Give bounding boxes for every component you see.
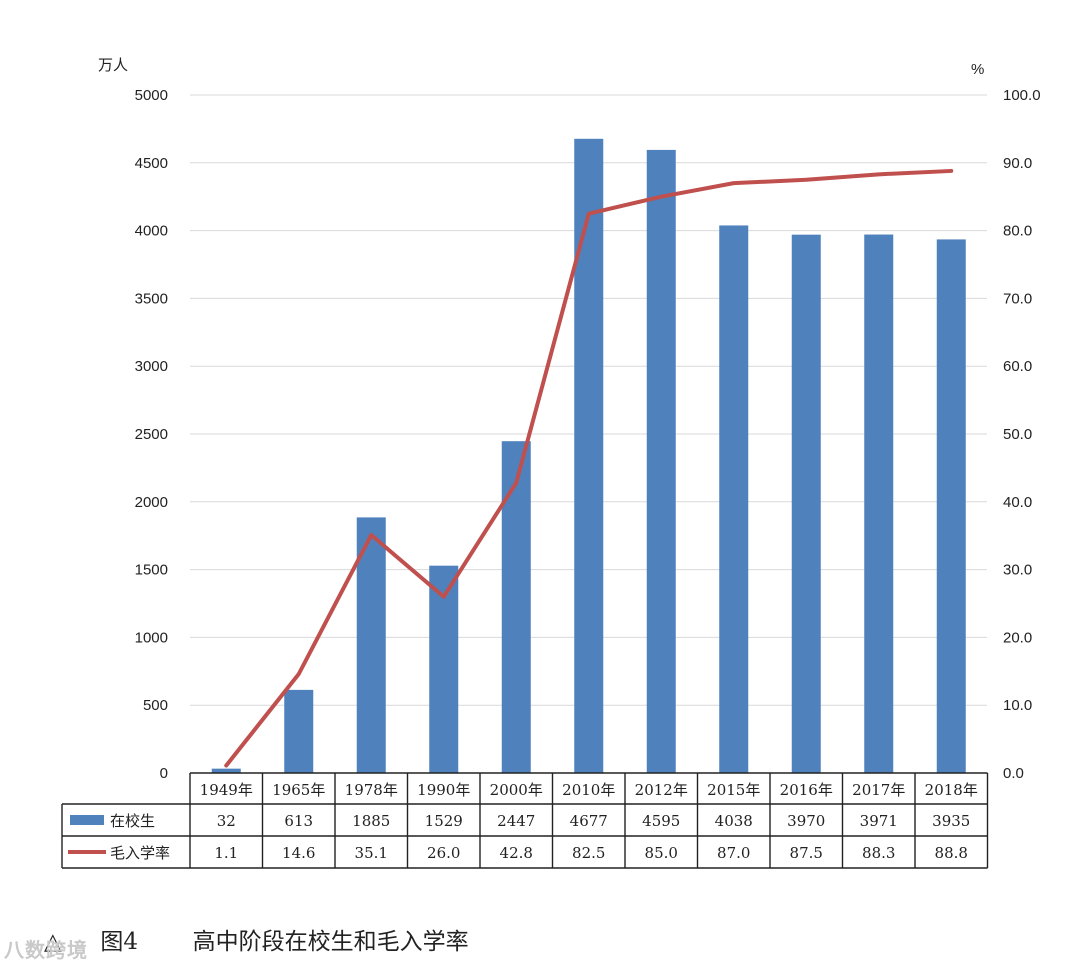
category-label: 2015年 <box>707 781 760 799</box>
bar <box>356 517 386 773</box>
left-tick-label: 5000 <box>135 87 168 104</box>
left-tick-label: 0 <box>160 765 168 782</box>
data-label: 2447 <box>497 812 535 830</box>
right-tick-label: 20.0 <box>1003 629 1032 646</box>
bar-series <box>211 138 966 774</box>
data-label: 82.5 <box>572 844 605 862</box>
data-label: 613 <box>284 812 313 830</box>
category-label: 2012年 <box>635 781 688 799</box>
data-label: 1529 <box>425 812 463 830</box>
right-axis-unit: % <box>971 61 984 78</box>
data-label: 1.1 <box>214 844 238 862</box>
data-label: 26.0 <box>427 844 460 862</box>
data-label: 87.0 <box>717 844 750 862</box>
bar <box>574 138 604 773</box>
left-tick-label: 3500 <box>135 290 168 307</box>
category-label: 2010年 <box>562 781 615 799</box>
right-tick-label: 60.0 <box>1003 358 1032 375</box>
left-tick-label: 1500 <box>135 562 168 579</box>
data-label: 88.3 <box>862 844 895 862</box>
right-tick-label: 0.0 <box>1003 765 1024 782</box>
left-tick-label: 2500 <box>135 426 168 443</box>
bar <box>284 689 314 773</box>
left-tick-label: 4000 <box>135 223 168 240</box>
data-table: 1949年 1965年 1978年 1990年 2000年 2010年 2012年 2015年… <box>61 772 989 869</box>
right-tick-label: 90.0 <box>1003 155 1032 172</box>
right-tick-label: 100.0 <box>1003 87 1041 104</box>
data-label: 4677 <box>570 812 608 830</box>
data-label: 3935 <box>932 812 970 830</box>
legend-swatch-bar <box>70 815 104 825</box>
bar <box>429 565 459 773</box>
category-label: 1965年 <box>272 781 325 799</box>
data-label: 14.6 <box>282 844 315 862</box>
legend-label: 毛入学率 <box>110 844 170 862</box>
right-tick-label: 10.0 <box>1003 697 1032 714</box>
bar <box>936 239 966 773</box>
right-tick-label: 30.0 <box>1003 562 1032 579</box>
data-label: 4595 <box>642 812 680 830</box>
right-axis: 100.0 90.0 80.0 70.0 60.0 50.0 40.0 30.0 20.0 10.… <box>1003 87 1041 782</box>
bar <box>719 225 749 773</box>
left-tick-label: 2000 <box>135 494 168 511</box>
category-label: 2016年 <box>780 781 833 799</box>
left-tick-label: 3000 <box>135 358 168 375</box>
figure-caption: △ 图4 高中阶段在校生和毛入学率 <box>44 922 469 956</box>
line-series <box>224 168 954 768</box>
data-label: 35.1 <box>355 844 388 862</box>
bar <box>501 441 531 773</box>
category-label: 2017年 <box>852 781 905 799</box>
bar <box>864 234 894 773</box>
category-label: 1949年 <box>200 781 253 799</box>
data-label: 85.0 <box>645 844 678 862</box>
right-tick-label: 80.0 <box>1003 223 1032 240</box>
category-label: 1978年 <box>345 781 398 799</box>
caption-figure-number: 图4 <box>100 929 138 955</box>
left-axis-unit: 万人 <box>98 57 128 74</box>
bar <box>646 149 676 774</box>
category-label: 2018年 <box>925 781 978 799</box>
data-label: 88.8 <box>935 844 968 862</box>
bar <box>211 768 241 773</box>
data-label: 42.8 <box>500 844 533 862</box>
bar <box>791 234 821 774</box>
caption-symbol: △ <box>44 929 62 955</box>
left-tick-label: 1000 <box>135 629 168 646</box>
right-tick-label: 70.0 <box>1003 290 1032 307</box>
left-tick-label: 4500 <box>135 155 168 172</box>
category-label: 2000年 <box>490 781 543 799</box>
data-label: 1885 <box>352 812 390 830</box>
category-label: 1990年 <box>417 781 470 799</box>
data-label: 87.5 <box>790 844 823 862</box>
right-tick-label: 50.0 <box>1003 426 1032 443</box>
data-label: 3971 <box>860 812 898 830</box>
data-label: 32 <box>217 812 236 830</box>
watermark: 八数跨境 <box>4 938 88 962</box>
right-tick-label: 40.0 <box>1003 494 1032 511</box>
legend-label: 在校生 <box>110 812 155 830</box>
left-tick-label: 500 <box>143 697 168 714</box>
data-label: 4038 <box>715 812 753 830</box>
caption-title: 高中阶段在校生和毛入学率 <box>192 929 469 955</box>
data-label: 3970 <box>787 812 825 830</box>
